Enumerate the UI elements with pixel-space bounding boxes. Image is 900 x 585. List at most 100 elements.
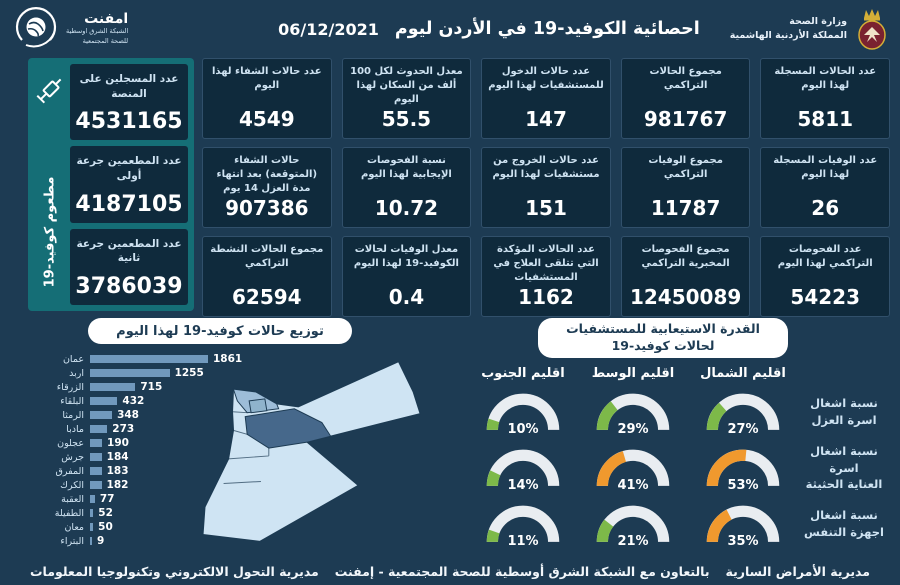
gauge-row-ventilators: نسبة اشغال اجهزة التنفس 35% 21% — [468, 496, 890, 552]
stat-label: عدد المطعمين جرعة ثانية — [76, 237, 182, 265]
bar — [90, 438, 103, 448]
gauge — [706, 449, 780, 487]
stat-value: 12450089 — [629, 285, 742, 309]
jordan-coat-of-arms-icon — [858, 9, 886, 50]
stat-card-active-cases: مجموع الحالات النشطة التراكمي 62594 — [202, 236, 332, 317]
gauge — [596, 505, 670, 543]
gauge-percent: 11% — [507, 534, 539, 549]
stats-grid: عدد الحالات المسجلة لهذا اليوم 5811 مجمو… — [202, 58, 890, 317]
stat-value: 3786039 — [75, 273, 183, 299]
vaccination-panel: عدد المسجلين على المنصة 4531165 عدد المط… — [28, 58, 194, 311]
stat-label: معدل الوفيات لحالات الكوفيد-19 لهذا اليو… — [353, 244, 459, 269]
bar-value: 77 — [99, 493, 115, 505]
bar-value: 183 — [106, 465, 129, 477]
gauge-south-icu: 14% — [468, 442, 578, 494]
stat-label: عدد حالات الخروج من مستشفيات لهذا اليوم — [492, 155, 600, 180]
report-date: 06/12/2021 — [278, 19, 379, 39]
bar-row: عجلون 190 — [30, 436, 330, 450]
bar-row: مادبا 273 — [30, 422, 330, 436]
stat-value: 55.5 — [381, 107, 432, 131]
bar — [90, 494, 95, 504]
stat-card-deaths-today: عدد الوفيات المسجلة لهذا اليوم 26 — [760, 147, 890, 228]
stat-label: عدد المطعمين جرعة أولى — [76, 155, 182, 183]
gauge-percent: 14% — [507, 478, 539, 493]
logo-subtitle-1: الشبكة الشرق اوسطية — [66, 27, 129, 36]
bar-value: 9 — [97, 535, 105, 547]
stat-card-registered-today: عدد الحالات المسجلة لهذا اليوم 5811 — [760, 58, 890, 139]
bar-label: العقبة — [61, 493, 84, 505]
bar-label: مادبا — [66, 423, 84, 435]
gauge-percent: 10% — [507, 422, 539, 437]
bar-label: البلقاء — [60, 395, 84, 407]
gauge-fill — [706, 402, 727, 431]
gauge-row-label: نسبة اشغال اجهزة التنفس — [798, 507, 890, 540]
gauge-south-isolation: 10% — [468, 386, 578, 438]
bar-value: 1255 — [174, 367, 204, 379]
stat-card-fatality-rate: معدل الوفيات لحالات الكوفيد-19 لهذا اليو… — [341, 236, 472, 317]
governorate-borders — [223, 411, 270, 484]
stat-value: 0.4 — [388, 285, 425, 309]
bar-label: جرش — [61, 451, 84, 463]
stat-card-incidence-rate: معدل الحدوث لكل 100 ألف من السكان لهذا ا… — [341, 58, 472, 139]
ministry-country: المملكة الأردنية الهاشمية — [729, 30, 847, 41]
bar — [90, 424, 108, 434]
stat-value: 10.72 — [374, 196, 439, 220]
bar-label: عمان — [62, 353, 84, 365]
bar-label: الكرك — [60, 479, 84, 491]
bar-value: 432 — [122, 395, 145, 407]
gauge-fill — [596, 519, 614, 543]
gauge-fill — [596, 451, 627, 487]
stat-label: مجموع الحالات التراكمي — [649, 66, 722, 91]
bar-value: 715 — [140, 381, 163, 393]
stat-card-hospital-admissions: عدد حالات الدخول للمستشفيات لهذا اليوم 1… — [481, 58, 611, 139]
distribution-section: توزيع حالات كوفيد-19 لهذا اليوم عمان 186… — [28, 318, 430, 550]
capacity-title: القدرة الاستيعابية للمستشفيات لحالات كوف… — [538, 318, 788, 358]
stat-value: 62594 — [232, 285, 302, 309]
bar-label: المفرق — [55, 465, 84, 477]
gauge-central-isolation: 29% — [578, 386, 688, 438]
stat-value: 4549 — [238, 107, 295, 131]
gauge-row-label-line2: اجهزة التنفس — [804, 525, 884, 539]
stat-card-hospital-discharges: عدد حالات الخروج من مستشفيات لهذا اليوم … — [481, 147, 611, 228]
region-header-north: اقليم الشمال — [700, 365, 786, 381]
gauge-fill — [706, 509, 732, 543]
stat-label: معدل الحدوث لكل 100 ألف من السكان لهذا ا… — [350, 66, 463, 105]
gauge-percent: 21% — [617, 534, 649, 549]
ajloun-region — [248, 398, 268, 414]
gauge-row-label-line2: اسرة العزل — [811, 413, 877, 427]
gauge-fill — [486, 470, 501, 487]
footer: مديرية الأمراض السارية بالتعاون مع الشبك… — [30, 564, 870, 579]
gauge-south-ventilators: 11% — [468, 498, 578, 550]
bar — [90, 396, 118, 406]
stat-value: 147 — [525, 107, 567, 131]
stat-label: حالات الشفاء (المتوقعة) بعد انتهاء مدة ا… — [216, 155, 318, 194]
gauge — [486, 505, 560, 543]
bar-label: الطفيلة — [54, 507, 84, 519]
stat-card-cumulative-lab-tests: مجموع الفحوصات المخبرية التراكمي 1245008… — [620, 236, 751, 317]
bar-value: 50 — [98, 521, 113, 533]
gauge-row-isolation-beds: نسبة اشغال اسرة العزل 27% 29% — [468, 384, 890, 440]
gauge-fill — [596, 401, 618, 431]
stat-value: 4531165 — [75, 109, 183, 135]
gauge-percent: 27% — [727, 422, 759, 437]
bar-value: 182 — [106, 479, 129, 491]
bar-row: عمان 1861 — [30, 352, 330, 366]
stat-label: عدد الوفيات المسجلة لهذا اليوم — [773, 155, 878, 180]
bar-row: معان 50 — [30, 520, 330, 534]
stat-value: 11787 — [650, 196, 721, 220]
footer-communicable-diseases-directorate: مديرية الأمراض السارية — [725, 564, 870, 579]
stat-value: 981767 — [643, 107, 728, 131]
ministry-name: وزارة الصحة — [789, 16, 847, 28]
stat-card-cumulative-cases: مجموع الحالات التراكمي 981767 — [620, 58, 751, 139]
bar — [90, 480, 102, 490]
bar-value: 52 — [98, 507, 113, 519]
stat-value: 151 — [525, 196, 567, 220]
bar-row: اربد 1255 — [30, 366, 330, 380]
cases-bar-chart: عمان 1861 اربد 1255 الزرقاء 715 البلقاء … — [30, 352, 330, 548]
bar — [90, 508, 94, 518]
gauge — [596, 449, 670, 487]
bar-value: 184 — [106, 451, 129, 463]
bar-row: الطفيلة 52 — [30, 506, 330, 520]
vaccination-side-strip: مطعوم كوفيد-19 — [34, 64, 66, 305]
